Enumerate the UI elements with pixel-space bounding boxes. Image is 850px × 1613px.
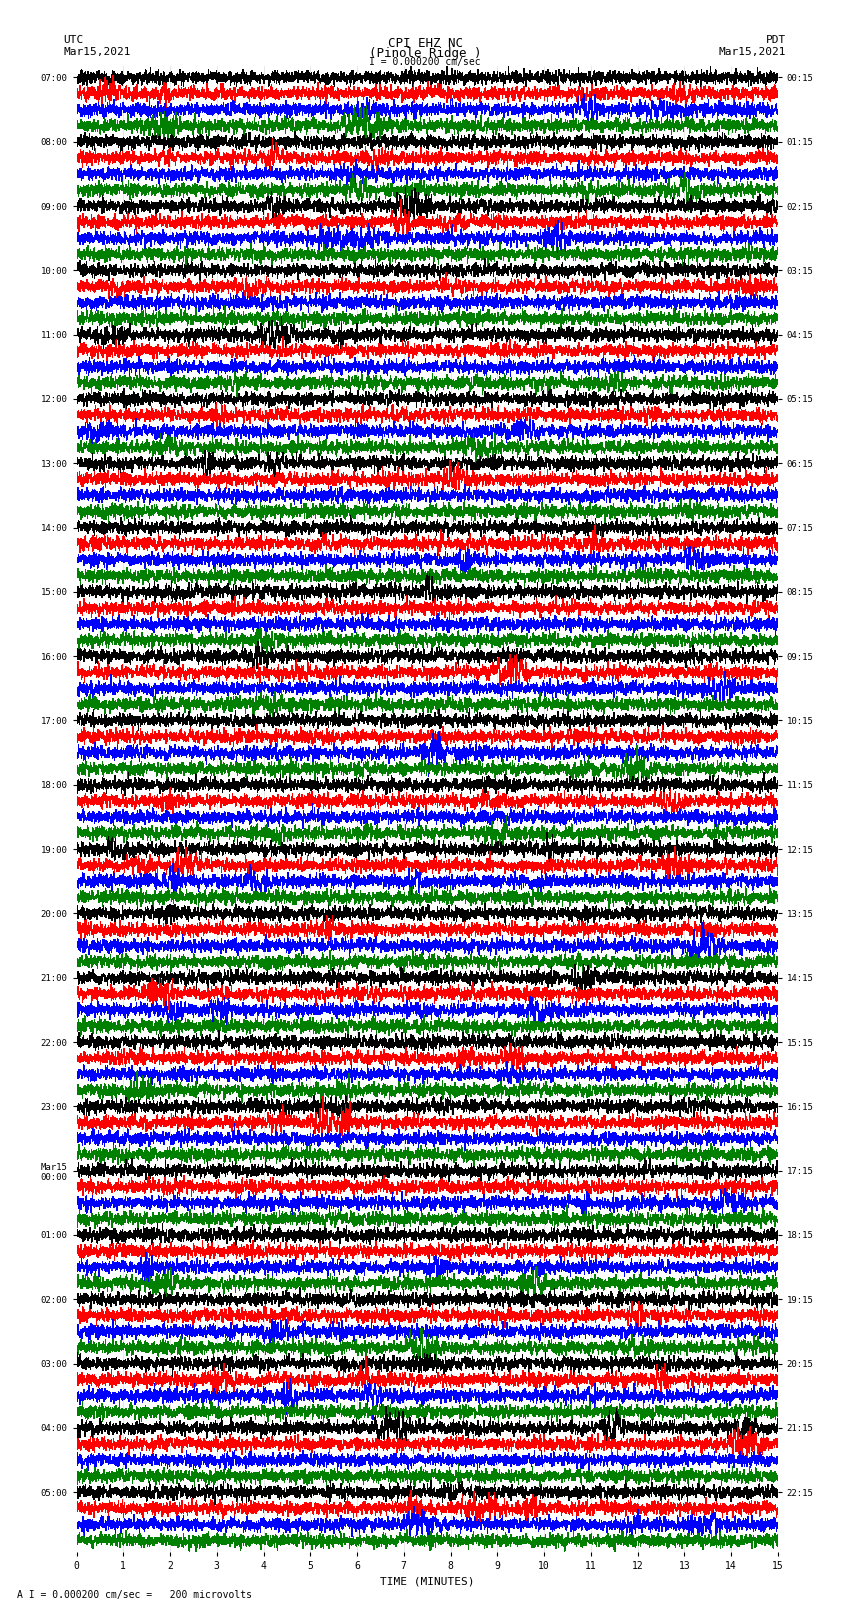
- Text: UTC: UTC: [64, 35, 84, 45]
- Text: I = 0.000200 cm/sec: I = 0.000200 cm/sec: [369, 58, 481, 68]
- Text: A I = 0.000200 cm/sec =   200 microvolts: A I = 0.000200 cm/sec = 200 microvolts: [17, 1590, 252, 1600]
- Text: PDT: PDT: [766, 35, 786, 45]
- Text: Mar15,2021: Mar15,2021: [64, 47, 131, 56]
- Text: Mar15,2021: Mar15,2021: [719, 47, 786, 56]
- Text: CPI EHZ NC: CPI EHZ NC: [388, 37, 462, 50]
- X-axis label: TIME (MINUTES): TIME (MINUTES): [380, 1576, 474, 1586]
- Text: (Pinole Ridge ): (Pinole Ridge ): [369, 47, 481, 60]
